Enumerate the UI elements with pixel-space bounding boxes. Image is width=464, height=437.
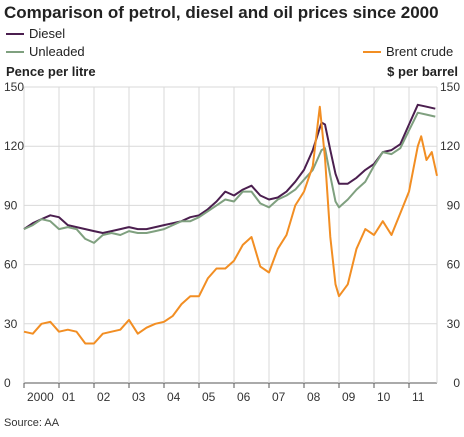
left-axis-label: Pence per litre: [6, 64, 96, 79]
legend-unleaded-label: Unleaded: [29, 44, 85, 59]
legend-diesel-swatch: [6, 32, 24, 35]
series-line-brent-crude: [23, 105, 438, 345]
series-line-diesel: [23, 103, 436, 234]
left-tick-label: 150: [4, 80, 24, 94]
legend-unleaded-swatch: [6, 50, 24, 53]
right-tick-label: 0: [453, 376, 460, 390]
chart-title: Comparison of petrol, diesel and oil pri…: [4, 3, 439, 22]
right-tick-label: 120: [440, 139, 460, 153]
right-tick-label: 60: [447, 258, 461, 272]
right-axis-label: $ per barrel: [387, 64, 458, 79]
right-tick-label: 150: [440, 80, 460, 94]
legend-brent: Brent crude: [363, 44, 453, 59]
legend-brent-swatch: [363, 50, 381, 53]
legend-brent-label: Brent crude: [386, 44, 454, 59]
legend-diesel-label: Diesel: [29, 26, 66, 41]
x-tick-label: 02: [97, 390, 111, 404]
x-tick-label: 07: [272, 390, 286, 404]
left-tick-label: 120: [4, 139, 24, 153]
legend-diesel: Diesel: [6, 26, 65, 41]
series-line-unleaded: [23, 111, 436, 244]
x-tick-label: 01: [62, 390, 76, 404]
source-note: Source: AA: [4, 417, 60, 429]
x-tick-label: 11: [412, 390, 425, 404]
x-tick-label: 2000: [27, 390, 54, 404]
legend-unleaded: Unleaded: [6, 44, 85, 59]
left-tick-label: 60: [4, 258, 18, 272]
x-tick-label: 03: [132, 390, 146, 404]
right-tick-label: 90: [447, 198, 461, 212]
left-tick-label: 0: [4, 376, 11, 390]
x-tick-label: 06: [237, 390, 251, 404]
x-tick-label: 10: [377, 390, 391, 404]
left-tick-label: 90: [4, 198, 18, 212]
x-tick-label: 08: [307, 390, 321, 404]
right-tick-label: 30: [447, 317, 461, 331]
x-tick-label: 09: [342, 390, 356, 404]
x-tick-label: 04: [167, 390, 181, 404]
left-tick-label: 30: [4, 317, 18, 331]
x-tick-label: 05: [202, 390, 216, 404]
